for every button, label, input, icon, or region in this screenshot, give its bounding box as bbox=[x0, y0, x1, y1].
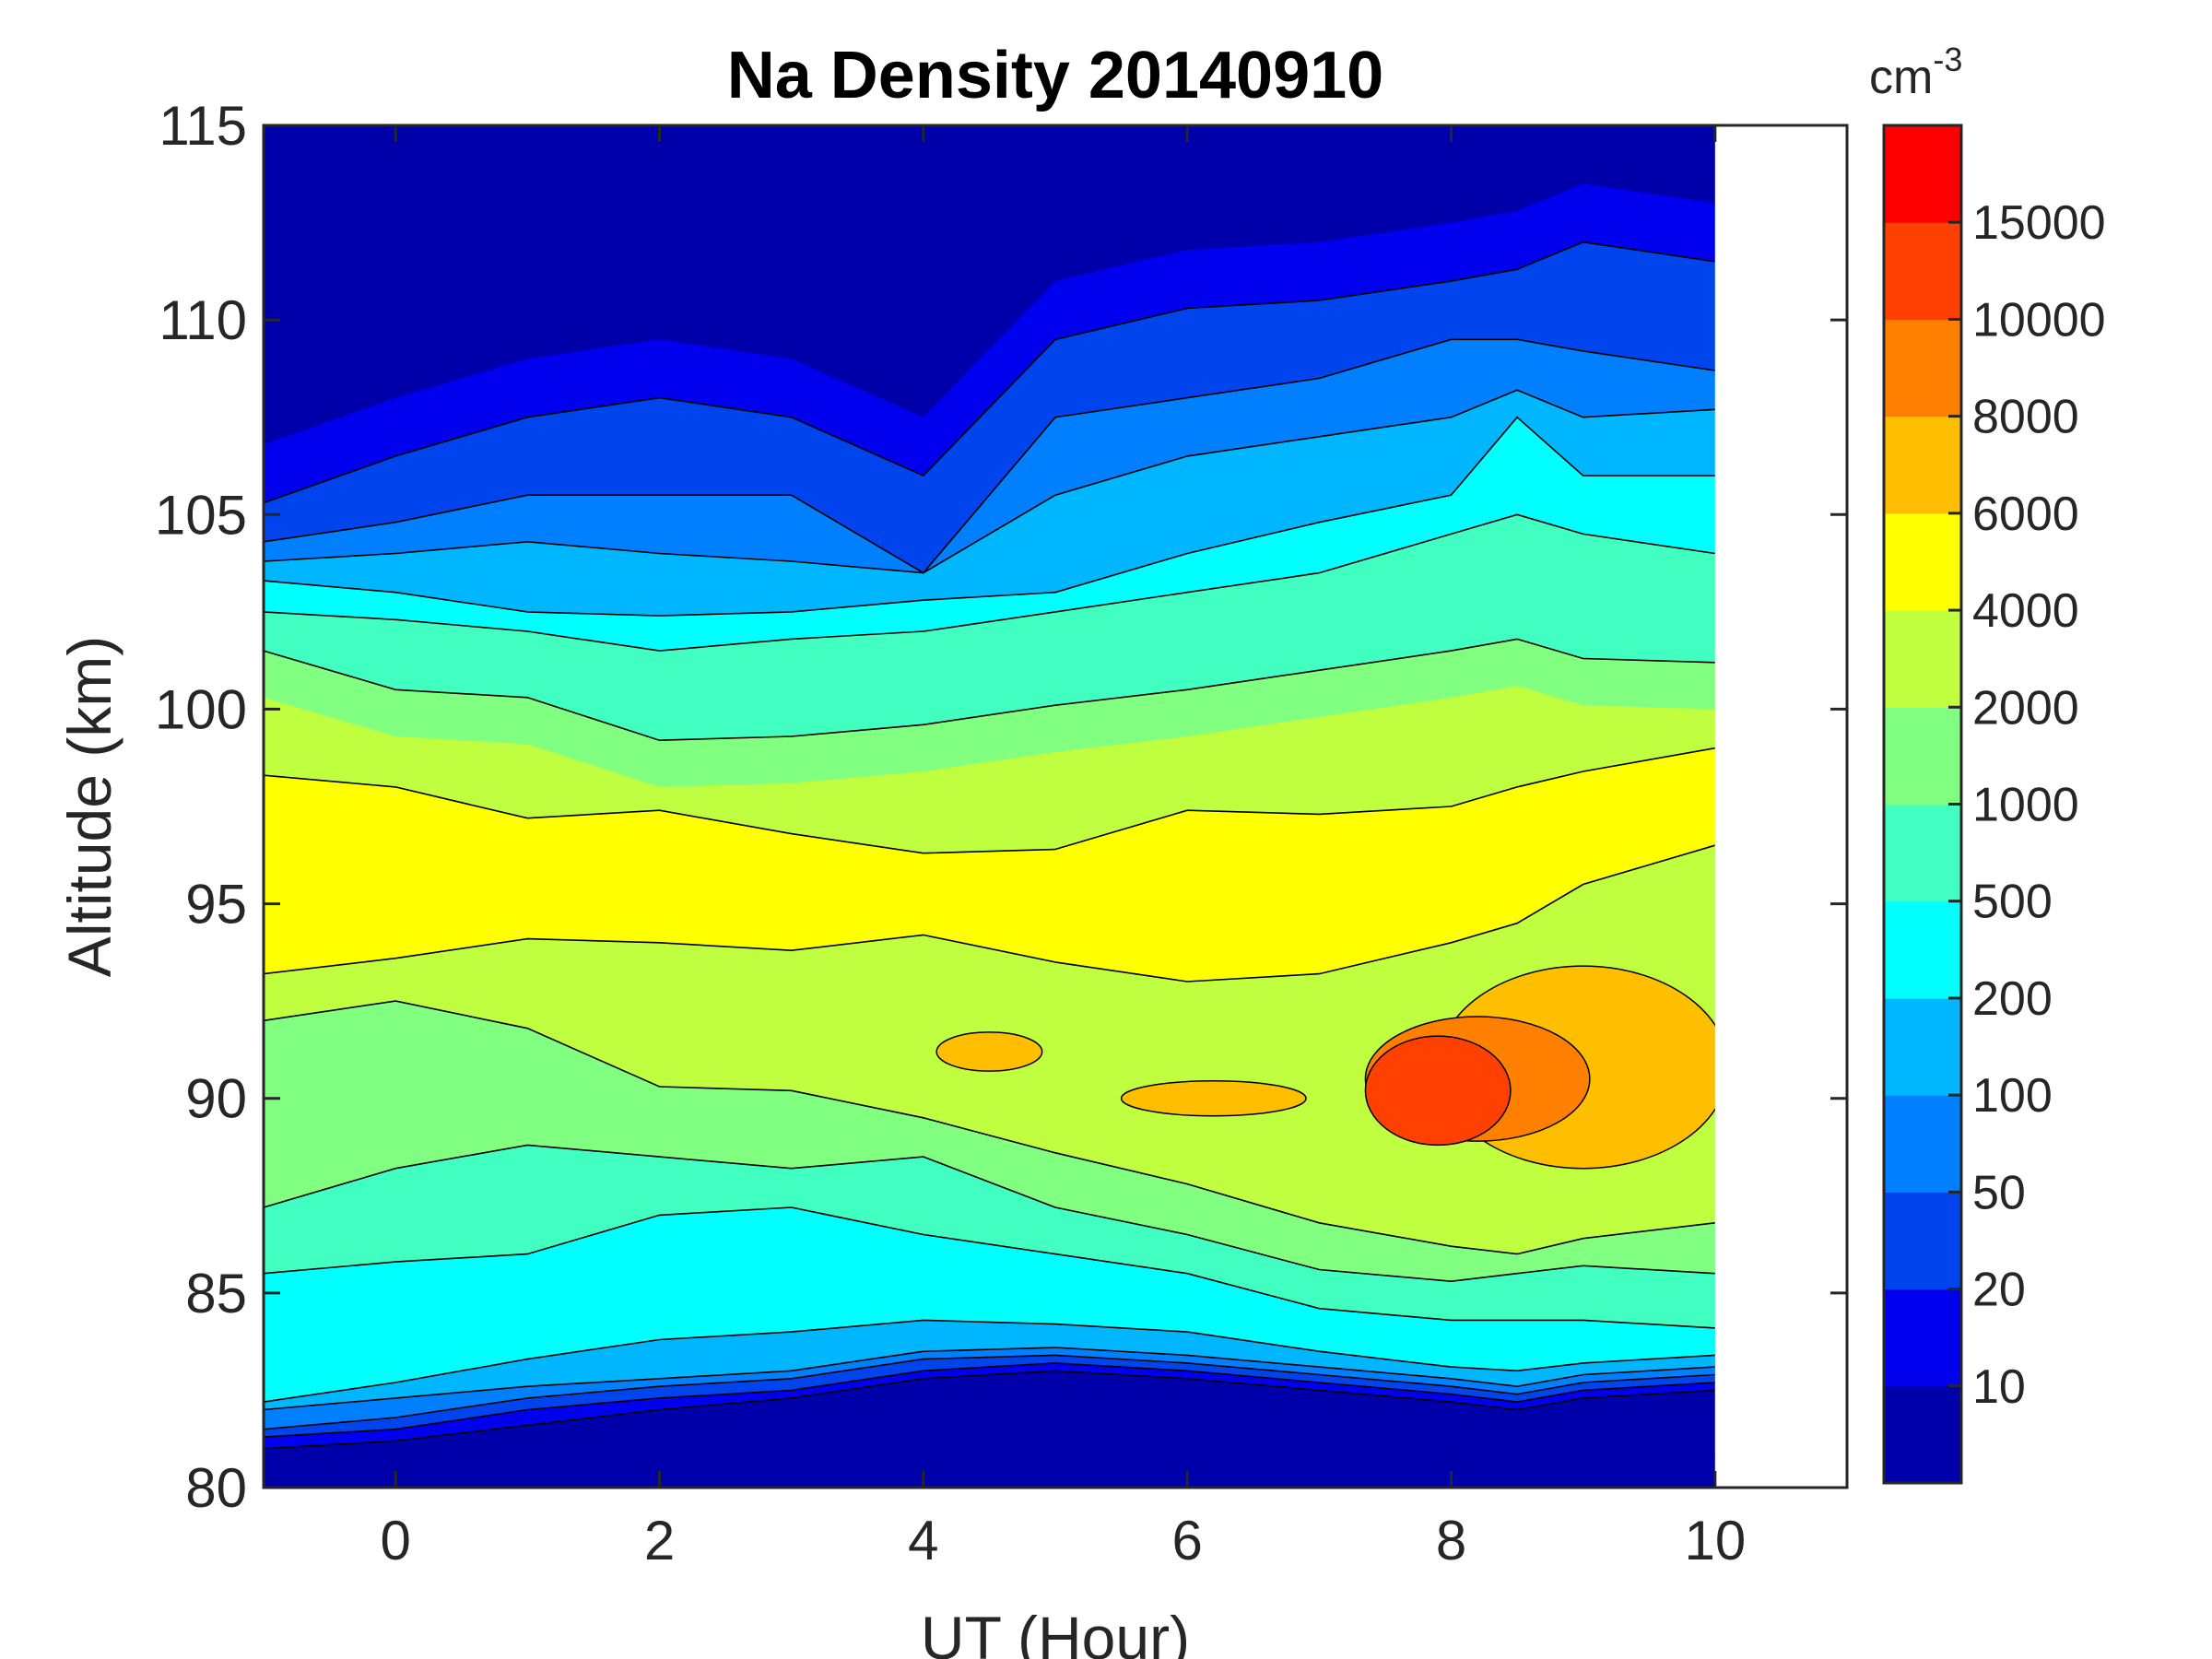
contour-line-10-15 bbox=[263, 241, 1715, 504]
contour-line-100-12 bbox=[263, 416, 1715, 617]
colorbar-tick-label: 10 bbox=[1972, 1360, 2026, 1414]
contour-blob-orange-left bbox=[935, 1031, 1043, 1072]
x-tick-label: 2 bbox=[644, 1510, 675, 1571]
y-axis: 80 85 90 95 100 105 110 115 bbox=[155, 95, 1847, 1519]
colorbar-tick-label: 50 bbox=[1972, 1166, 2026, 1219]
colorbar-segment bbox=[1884, 804, 1961, 902]
contour-line-500-5 bbox=[263, 1206, 1715, 1329]
colorbar-tick-label: 2000 bbox=[1972, 681, 2079, 735]
colorbar-segment bbox=[1884, 1288, 1961, 1387]
colorbar-segment bbox=[1884, 610, 1961, 708]
colorbar-tick-label: 200 bbox=[1972, 972, 2053, 1026]
colorbar-tick-label: 20 bbox=[1972, 1264, 2026, 1317]
contour-line-50-13 bbox=[263, 389, 1715, 574]
contour-band-bottom-10 bbox=[264, 1371, 1715, 1488]
plot-area bbox=[263, 125, 1847, 1488]
contour-line-4000-8 bbox=[263, 844, 1716, 982]
colorbar-tick-label: 1000 bbox=[1972, 779, 2079, 832]
colorbar-unit-base: cm bbox=[1869, 51, 1933, 104]
contour-line-1000-6 bbox=[263, 1144, 1715, 1283]
contour-line-50-2 bbox=[263, 1354, 1715, 1430]
colorbar-segment bbox=[1884, 707, 1961, 806]
colorbar-segment bbox=[1884, 997, 1961, 1096]
y-tick-label: 100 bbox=[155, 678, 247, 740]
chart-title: Na Density 20140910 bbox=[727, 39, 1383, 112]
colorbar-segment bbox=[1884, 416, 1961, 514]
y-tick-label: 115 bbox=[159, 95, 247, 157]
y-tick-label: 95 bbox=[185, 874, 247, 935]
contour-line-2000-7 bbox=[263, 1000, 1715, 1255]
contour-line-20-1 bbox=[263, 1362, 1715, 1438]
colorbar-unit-label: cm-3 bbox=[1869, 41, 1962, 104]
contour-line-10-0 bbox=[263, 1370, 1715, 1450]
contour-line-200-11 bbox=[263, 513, 1715, 652]
x-axis: 0 2 4 6 8 10 bbox=[380, 125, 1746, 1571]
axes-frame bbox=[262, 124, 1849, 1489]
colorbar-tick-label: 4000 bbox=[1972, 584, 2079, 638]
contour-line-20-14 bbox=[263, 338, 1715, 574]
x-tick-label: 6 bbox=[1171, 1510, 1202, 1571]
y-tick-label: 80 bbox=[185, 1457, 247, 1519]
colorbar-segment bbox=[1884, 900, 1961, 999]
contour-line-200-4 bbox=[263, 1319, 1715, 1403]
colorbar-tick-label: 100 bbox=[1972, 1069, 2053, 1123]
y-axis-title: Altitude (km) bbox=[55, 636, 124, 977]
contour-blob-orange-mid bbox=[1120, 1079, 1307, 1117]
colorbar-segment bbox=[1884, 125, 1961, 223]
colorbar-segment bbox=[1884, 512, 1961, 611]
no-data-region bbox=[1714, 125, 1847, 1488]
colorbar-tick-label: 6000 bbox=[1972, 488, 2079, 541]
y-tick-label: 90 bbox=[185, 1068, 247, 1130]
contour-blob-red bbox=[1364, 1035, 1512, 1147]
colorbar-segment bbox=[1884, 1095, 1961, 1193]
colorbar-tick-label: 10000 bbox=[1972, 293, 2106, 347]
contour-line-6000-9 bbox=[263, 747, 1715, 854]
x-tick-label: 10 bbox=[1684, 1510, 1746, 1571]
x-tick-label: 8 bbox=[1436, 1510, 1466, 1571]
colorbar-segment bbox=[1884, 1385, 1961, 1484]
y-tick-label: 105 bbox=[155, 484, 247, 546]
x-axis-title: UT (Hour) bbox=[921, 1604, 1190, 1659]
colorbar: 10 20 50 100 200 500 1000 2000 4000 6000 8000 10000… bbox=[1882, 124, 2106, 1485]
y-tick-label: 110 bbox=[159, 289, 247, 351]
colorbar-unit-exponent: -3 bbox=[1933, 41, 1962, 78]
x-tick-label: 0 bbox=[380, 1510, 410, 1571]
y-tick-label: 85 bbox=[185, 1263, 247, 1324]
colorbar-tick-label: 15000 bbox=[1972, 196, 2106, 250]
contour-line-100-3 bbox=[263, 1347, 1715, 1411]
colorbar-segment bbox=[1884, 319, 1961, 418]
contour-band-top-10 bbox=[264, 125, 1715, 445]
contour-line-500-10 bbox=[263, 638, 1715, 742]
colorbar-tick-label: 500 bbox=[1972, 876, 2053, 929]
colorbar-segment bbox=[1884, 1192, 1961, 1290]
x-tick-label: 4 bbox=[908, 1510, 938, 1571]
colorbar-tick-label: 8000 bbox=[1972, 391, 2079, 444]
colorbar-segment bbox=[1884, 222, 1961, 321]
